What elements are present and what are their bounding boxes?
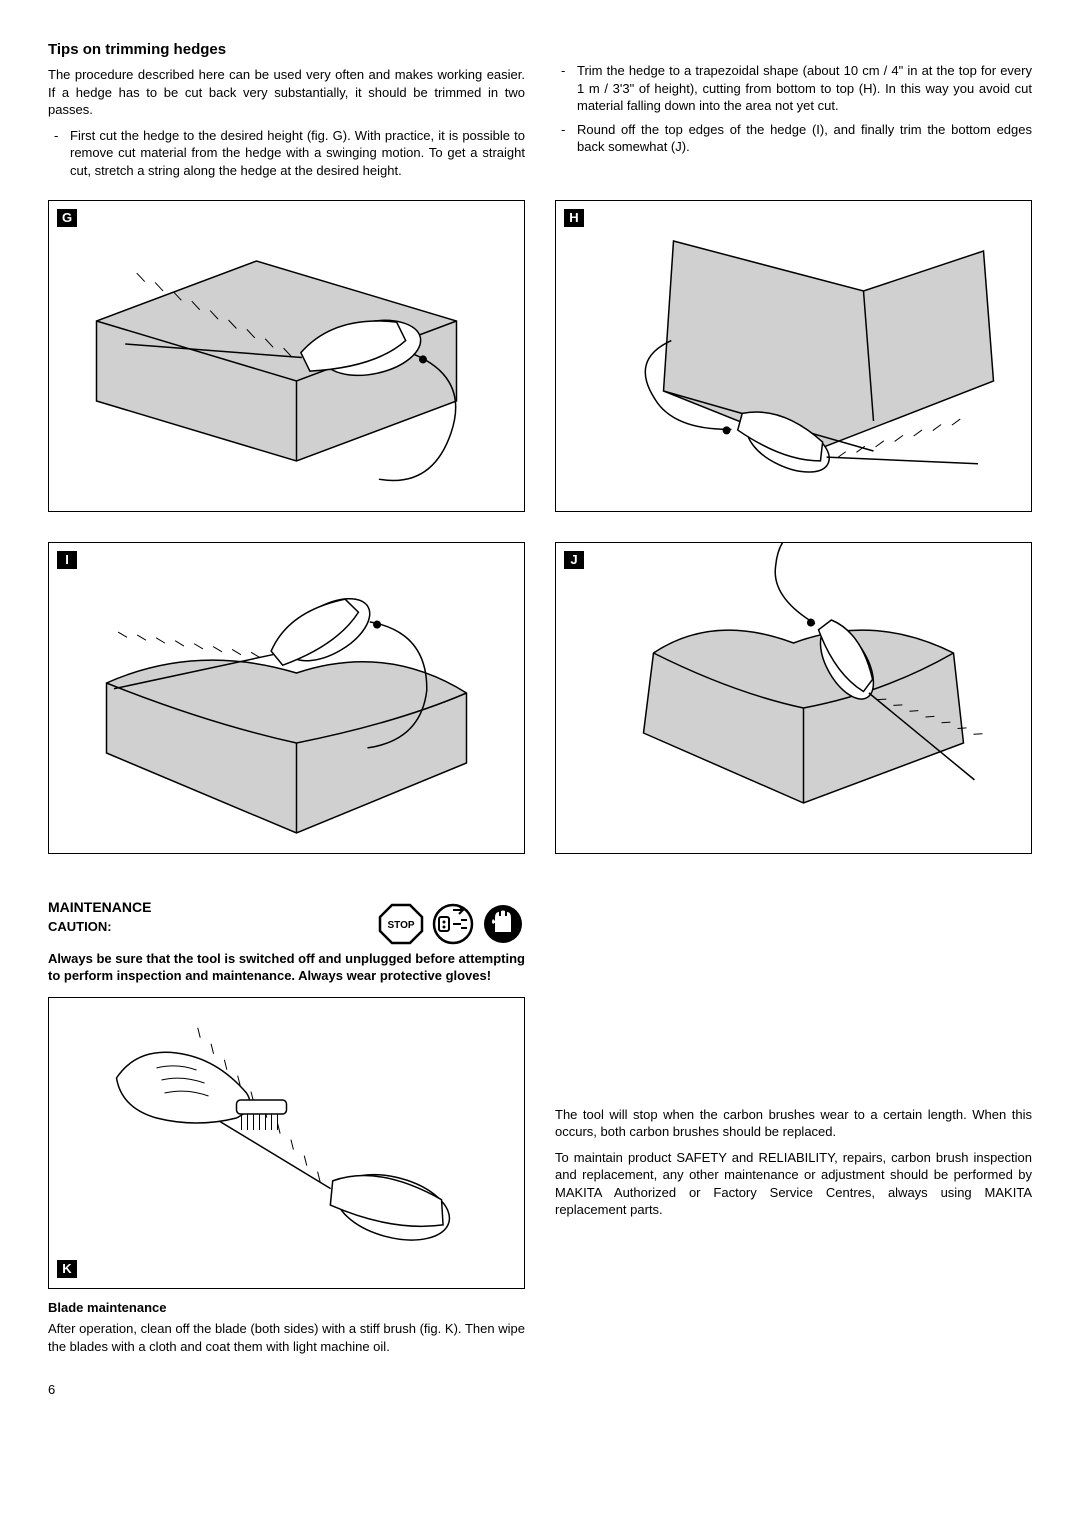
maint-right-p1: The tool will stop when the carbon brush… <box>555 1106 1032 1141</box>
tips-title: Tips on trimming hedges <box>48 40 525 60</box>
figure-h-label: H <box>564 209 584 227</box>
tips-right-col: Trim the hedge to a trapezoidal shape (a… <box>555 40 1032 188</box>
figure-h: H <box>555 200 1032 512</box>
tips-left-col: Tips on trimming hedges The procedure de… <box>48 40 525 188</box>
maintenance-title: MAINTENANCE <box>48 898 357 917</box>
tips-left-list: First cut the hedge to the desired heigh… <box>48 127 525 180</box>
maint-right-p2: To maintain product SAFETY and RELIABILI… <box>555 1149 1032 1219</box>
blade-maint-text: After operation, clean off the blade (bo… <box>48 1320 525 1355</box>
figure-k-label: K <box>57 1260 77 1278</box>
maintenance-section: MAINTENANCE CAUTION: STOP <box>48 876 1032 1364</box>
tips-right-item-2: Round off the top edges of the hedge (I)… <box>555 121 1032 156</box>
figure-j: J <box>555 542 1032 854</box>
page-number: 6 <box>48 1381 1032 1399</box>
gloves-icon <box>481 902 525 946</box>
caution-label: CAUTION: <box>48 918 357 936</box>
tips-left-item: First cut the hedge to the desired heigh… <box>48 127 525 180</box>
caution-text: Always be sure that the tool is switched… <box>48 950 525 985</box>
stop-icon: STOP <box>377 902 425 946</box>
figure-g: G <box>48 200 525 512</box>
figure-g-label: G <box>57 209 77 227</box>
tips-intro: The procedure described here can be used… <box>48 66 525 119</box>
unplug-icon <box>431 902 475 946</box>
tips-section: Tips on trimming hedges The procedure de… <box>48 40 1032 188</box>
figure-grid: G I <box>48 200 1032 854</box>
svg-text:STOP: STOP <box>387 920 414 931</box>
tips-right-list: Trim the hedge to a trapezoidal shape (a… <box>555 62 1032 156</box>
figure-i-label: I <box>57 551 77 569</box>
maintenance-left: MAINTENANCE CAUTION: STOP <box>48 876 525 1364</box>
safety-icons: STOP <box>377 902 525 946</box>
blade-maint-title: Blade maintenance <box>48 1299 525 1317</box>
figure-k: K <box>48 997 525 1289</box>
figure-i: I <box>48 542 525 854</box>
maintenance-right: The tool will stop when the carbon brush… <box>555 876 1032 1364</box>
tips-right-item-1: Trim the hedge to a trapezoidal shape (a… <box>555 62 1032 115</box>
figure-j-label: J <box>564 551 584 569</box>
